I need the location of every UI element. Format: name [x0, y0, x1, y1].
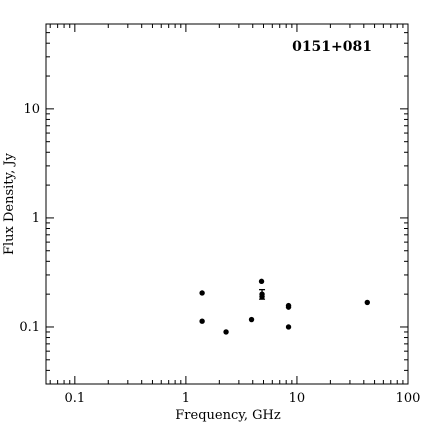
data-point	[258, 278, 265, 285]
data-point	[199, 318, 205, 324]
data-point	[364, 299, 370, 306]
x-tick-label: 100	[396, 391, 421, 406]
data-point	[285, 324, 292, 330]
chart-title: 0151+081	[292, 39, 372, 55]
y-tick-label: 10	[23, 102, 40, 117]
x-tick-label: 10	[289, 391, 306, 406]
data-point	[223, 329, 229, 335]
data-point	[285, 304, 292, 310]
data-point	[248, 316, 255, 323]
y-tick-label: 0.1	[19, 320, 40, 335]
y-tick-label: 1	[32, 211, 40, 226]
data-point	[199, 290, 205, 296]
x-axis-title: Frequency, GHz	[175, 408, 281, 423]
plot-frame	[45, 23, 409, 385]
y-axis-title: Flux Density, Jy	[2, 152, 17, 255]
x-tick-label: 1	[182, 391, 190, 406]
x-tick-label: 0.1	[64, 391, 85, 406]
data-point	[259, 293, 265, 300]
